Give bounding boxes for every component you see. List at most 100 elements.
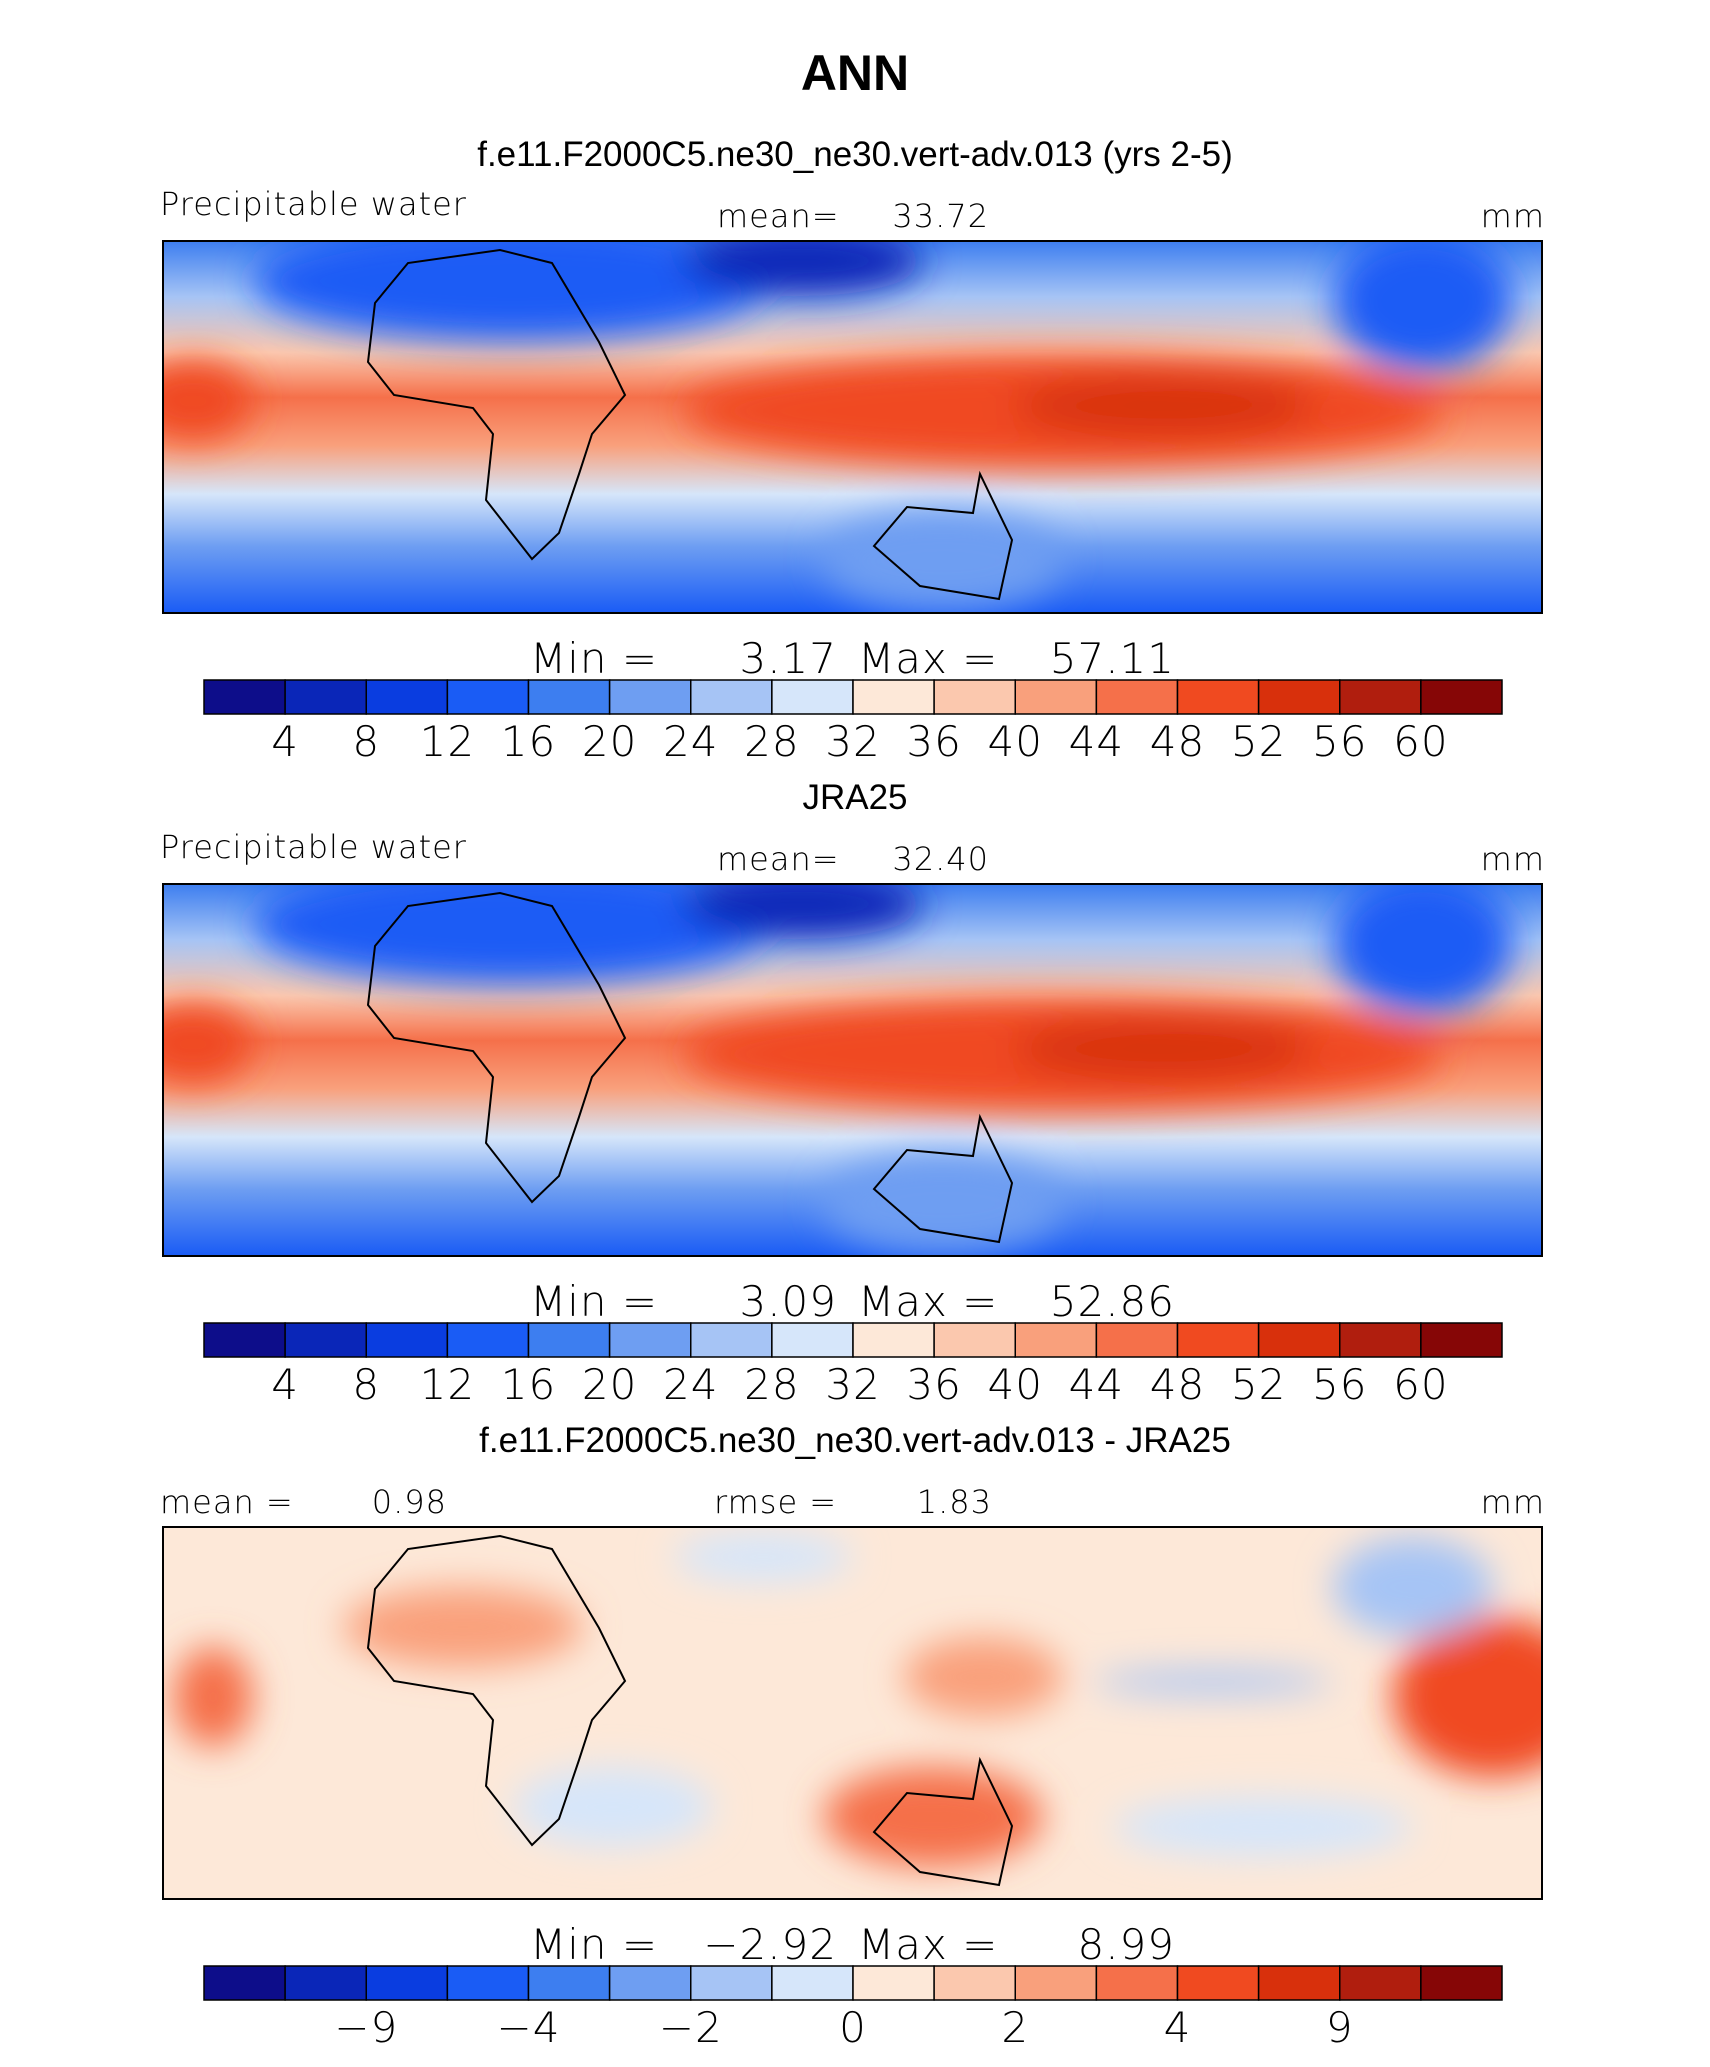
field-blob [1113,1797,1413,1857]
colorbar-box [284,1322,367,1358]
field-blob [1333,1537,1493,1637]
field-blob [823,1767,1043,1867]
colorbar-label: 0 [839,2003,867,2052]
colorbar-label: 60 [1393,717,1448,766]
colorbar-label: 36 [906,1360,961,1409]
colorbar-box [365,1322,449,1358]
min-label: Min = [530,1277,658,1326]
colorbar-box [446,1322,530,1358]
field-blob [173,1647,253,1747]
colorbar-box [1014,679,1098,715]
stat-value: 1.83 [917,1483,992,1521]
colorbar-box [771,679,854,715]
colorbar-box [1257,1322,1341,1358]
map [162,240,1543,614]
colorbar-box [1176,1322,1260,1358]
colorbar-box [1176,1965,1260,2001]
field-blob [1333,884,1513,1014]
field-blob [823,511,1063,611]
units: mm [1481,1483,1545,1521]
min-value: −2.92 [703,1920,837,1969]
field-blob [513,1767,713,1847]
colorbar-label: 56 [1312,1360,1367,1409]
field-blob [683,884,923,939]
colorbar-label: 12 [420,1360,475,1409]
colorbar-box [1420,1322,1503,1358]
colorbar-box [1420,1965,1503,2001]
field-blob [163,361,253,441]
colorbar-label: 24 [663,717,718,766]
colorbar-box [1176,679,1260,715]
colorbar-label: 48 [1150,1360,1205,1409]
map [162,1526,1543,1900]
field-blobs [163,884,1513,1254]
field-blob [253,241,773,341]
colorbar-box [1339,679,1422,715]
colorbar-box [933,1322,1016,1358]
field-blob [823,1154,1063,1254]
colorbar-box [1014,1322,1098,1358]
panel-title: JRA25 [802,778,907,817]
colorbar-box [690,679,773,715]
colorbar-box [1257,1965,1341,2001]
colorbar-box [203,1965,286,2001]
field-blob [683,241,923,296]
colorbar-label: 2 [1001,2003,1029,2052]
colorbar-box [690,1322,773,1358]
colorbar-box [852,679,935,715]
field-blobs [173,1532,1542,1867]
colorbar-label: 44 [1069,1360,1124,1409]
field-blob [253,884,773,984]
colorbar-label: 48 [1150,717,1205,766]
colorbar-box [284,1965,367,2001]
colorbar-label: 40 [988,1360,1043,1409]
stat-label: rmse = [714,1483,837,1521]
min-label: Min = [530,1920,658,1969]
max-label: Max = [858,1920,998,1969]
colorbar-label: −2 [659,2003,723,2052]
colorbar-box [1420,679,1503,715]
colorbar-label: 24 [663,1360,718,1409]
colorbar-label: 20 [582,717,637,766]
colorbar-box [1095,679,1179,715]
panel-title: f.e11.F2000C5.ne30_ne30.vert-adv.013 (yr… [477,135,1233,174]
colorbar-box [365,679,449,715]
colorbar-label: 52 [1231,1360,1286,1409]
colorbar-box [933,1965,1016,2001]
colorbar-box [284,679,367,715]
map-frame [162,883,1543,1257]
min-label: Min = [530,634,658,683]
colorbar-box [365,1965,449,2001]
field-blob [1393,1617,1542,1777]
colorbar-label: 40 [988,717,1043,766]
colorbar-box [1095,1965,1179,2001]
contour-field [163,1527,1542,1899]
panel-title: f.e11.F2000C5.ne30_ne30.vert-adv.013 - J… [479,1421,1231,1460]
stat-value: 32.40 [892,840,989,878]
colorbar-label: 16 [501,1360,556,1409]
map-frame [162,1526,1543,1900]
colorbar-label: 12 [420,717,475,766]
colorbar-label: 32 [825,717,880,766]
colorbar-box [1339,1965,1422,2001]
field-blob [1013,376,1313,436]
field-name: Precipitable water [160,828,467,866]
stat-label: mean= [717,197,840,235]
colorbar-box [527,679,611,715]
min-value: 3.09 [739,1277,837,1326]
colorbar-label: 20 [582,1360,637,1409]
colorbar-box [608,1965,692,2001]
colorbar-label: 52 [1231,717,1286,766]
colorbar-label: 28 [744,1360,799,1409]
field-blob [673,1532,853,1582]
field-blob [903,1637,1063,1717]
colorbar-box [933,679,1016,715]
colorbar-box [771,1965,854,2001]
colorbar-box [203,1322,286,1358]
colorbar-label: 4 [271,717,299,766]
colorbar-label: 36 [906,717,961,766]
colorbar-box [527,1322,611,1358]
colorbar-box [1095,1322,1179,1358]
stat-value: 33.72 [892,197,989,235]
